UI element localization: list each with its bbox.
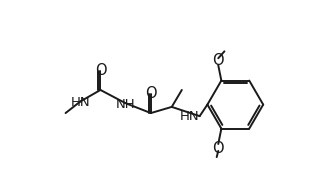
Text: O: O — [212, 53, 224, 68]
Text: O: O — [212, 141, 224, 156]
Text: HN: HN — [70, 96, 90, 109]
Text: NH: NH — [116, 98, 136, 111]
Text: O: O — [95, 63, 106, 78]
Text: HN: HN — [180, 110, 199, 123]
Text: O: O — [145, 85, 156, 100]
